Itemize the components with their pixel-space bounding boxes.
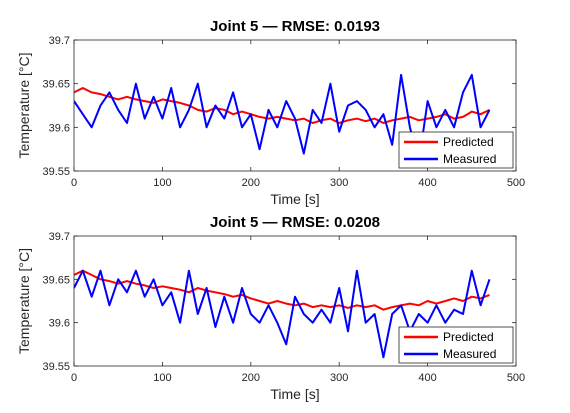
x-tick-label: 300 bbox=[330, 372, 348, 384]
chart-title: Joint 5 — RMSE: 0.0193 bbox=[210, 18, 380, 35]
y-axis-label: Temperature [°C] bbox=[16, 248, 32, 354]
x-axis-label: Time [s] bbox=[270, 386, 319, 402]
legend-label-predicted: Predicted bbox=[443, 330, 494, 344]
y-tick-label: 39.55 bbox=[42, 166, 70, 178]
x-tick-label: 100 bbox=[153, 372, 171, 384]
axes-box bbox=[73, 39, 517, 172]
legend-label-predicted: Predicted bbox=[443, 135, 494, 149]
x-tick-label: 200 bbox=[242, 372, 260, 384]
y-tick-label: 39.7 bbox=[49, 231, 70, 243]
x-tick-label: 300 bbox=[330, 177, 348, 189]
x-tick-label: 400 bbox=[418, 372, 436, 384]
y-tick-label: 39.65 bbox=[42, 79, 70, 91]
legend-label-measured: Measured bbox=[443, 152, 496, 166]
x-tick-label: 0 bbox=[71, 372, 77, 384]
x-axis-label: Time [s] bbox=[270, 191, 319, 207]
y-tick-label: 39.6 bbox=[49, 122, 70, 134]
y-axis-label: Temperature [°C] bbox=[16, 53, 32, 159]
x-tick-label: 500 bbox=[507, 372, 525, 384]
x-tick-label: 200 bbox=[242, 177, 260, 189]
x-tick-label: 0 bbox=[71, 177, 77, 189]
series-line-predicted bbox=[74, 87, 490, 124]
series-line-predicted bbox=[74, 269, 490, 311]
y-tick-label: 39.6 bbox=[49, 318, 70, 330]
legend-box bbox=[398, 131, 514, 169]
subplot-2: 0 100 200 300 400 500 39.55 39.6 39.65 39.7 Joint … bbox=[16, 214, 525, 402]
legend-box bbox=[398, 326, 514, 364]
y-tick-label: 39.65 bbox=[42, 274, 70, 286]
legend-label-measured: Measured bbox=[443, 347, 496, 361]
chart-title: Joint 5 — RMSE: 0.0208 bbox=[210, 214, 380, 231]
y-tick-label: 39.7 bbox=[49, 35, 70, 47]
x-tick-label: 500 bbox=[507, 177, 525, 189]
y-tick-label: 39.55 bbox=[42, 361, 70, 373]
x-tick-label: 100 bbox=[153, 177, 171, 189]
legend: Predicted Measured bbox=[398, 131, 514, 169]
axes-box bbox=[73, 235, 517, 367]
subplot-1: 0 100 200 300 400 500 39.55 39.6 39.65 39.7 Joint … bbox=[16, 18, 525, 207]
legend: Predicted Measured bbox=[398, 326, 514, 364]
series-line-measured bbox=[74, 269, 491, 359]
x-tick-label: 400 bbox=[418, 177, 436, 189]
